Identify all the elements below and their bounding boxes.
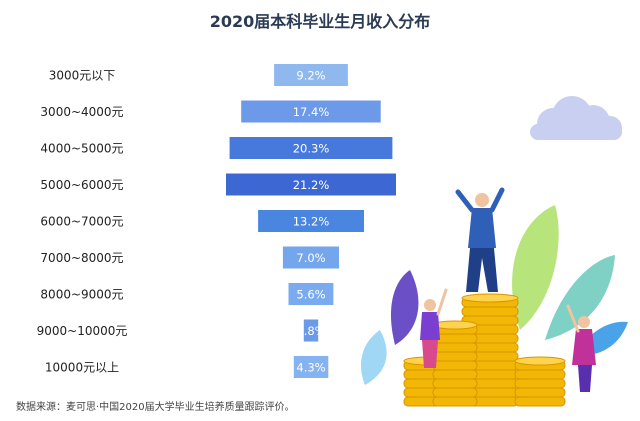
bar — [288, 283, 334, 305]
bar — [293, 356, 329, 378]
bar — [226, 173, 396, 196]
plant-icon — [360, 205, 628, 385]
data-source-note: 数据来源：麦可思·中国2020届大学毕业生培养质量跟踪评价。 — [16, 402, 295, 413]
bar — [241, 100, 381, 123]
bar — [282, 246, 339, 269]
decorative-illustration — [360, 96, 628, 407]
bar-group: 4.3% 10000元以上 — [45, 356, 329, 378]
bar-value-label: 1.8% — [296, 324, 325, 338]
bar-group: 1.8% 9000~10000元 — [37, 319, 326, 342]
bar-value-label: 5.6% — [296, 288, 325, 302]
chart-title: 2020届本科毕业生月收入分布 — [209, 12, 431, 31]
category-label: 5000~6000元 — [40, 178, 123, 192]
bar-group: 9.2% 3000元以下 — [49, 64, 348, 86]
bar-group: 17.4% 3000~4000元 — [40, 100, 381, 123]
bar-value-label: 4.3% — [296, 361, 325, 375]
bar-group: 7.0% 7000~8000元 — [40, 246, 339, 269]
category-label: 9000~10000元 — [37, 324, 128, 338]
celebrating-man-icon — [455, 187, 505, 292]
bar-value-label: 9.2% — [296, 69, 325, 83]
category-label: 7000~8000元 — [40, 251, 123, 265]
bar-value-label: 13.2% — [293, 215, 330, 229]
person-right-icon — [566, 304, 596, 392]
person-left-icon — [420, 288, 448, 368]
cloud-icon — [530, 96, 622, 140]
bar-group: 13.2% 6000~7000元 — [40, 210, 364, 232]
category-label: 8000~9000元 — [40, 288, 123, 302]
category-label: 10000元以上 — [45, 361, 119, 375]
category-label: 4000~5000元 — [40, 142, 123, 156]
bar-group: 21.2% 5000~6000元 — [40, 173, 396, 196]
bar-value-label: 20.3% — [293, 142, 330, 156]
category-label: 3000~4000元 — [40, 105, 123, 119]
bar-value-label: 17.4% — [293, 105, 330, 119]
category-label: 6000~7000元 — [40, 215, 123, 229]
bar — [229, 137, 393, 159]
coin-stacks-icon — [403, 293, 566, 407]
bar-value-label: 7.0% — [296, 251, 325, 265]
bar — [303, 319, 319, 342]
bar-group: 20.3% 4000~5000元 — [40, 137, 393, 159]
bar-group: 5.6% 8000~9000元 — [40, 283, 334, 305]
bar-value-label: 21.2% — [293, 178, 330, 192]
bar — [274, 64, 348, 86]
bar — [258, 210, 364, 232]
category-label: 3000元以下 — [49, 69, 116, 83]
